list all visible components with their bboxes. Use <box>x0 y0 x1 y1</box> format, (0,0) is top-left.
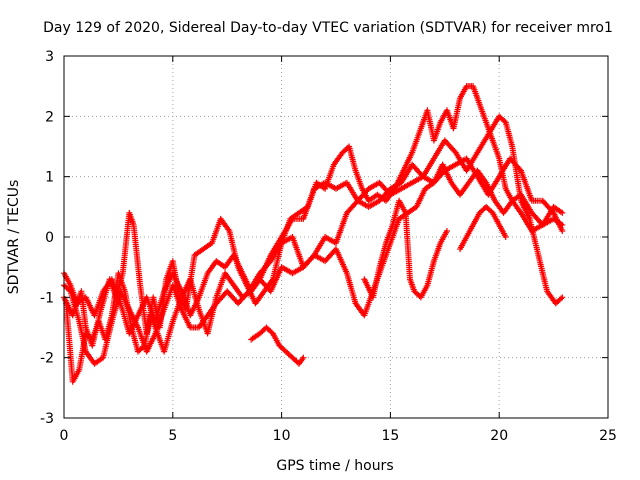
axes: 0 5 10 15 20 25 -3 -2 -1 0 1 2 3 <box>40 49 617 444</box>
x-tick-label: 10 <box>273 428 291 444</box>
data-point <box>502 234 509 240</box>
data-point <box>516 166 523 173</box>
data-point <box>557 295 564 302</box>
x-tick-label: 5 <box>168 428 177 444</box>
y-tick-label: 2 <box>45 109 54 125</box>
grid <box>64 56 608 418</box>
x-tick-label: 25 <box>599 428 617 444</box>
x-axis-label: GPS time / hours <box>276 458 393 474</box>
data-point <box>559 209 566 216</box>
data-point <box>559 294 566 301</box>
y-axis-label: SDTVAR / TECUs <box>6 180 22 295</box>
y-tick-label: -1 <box>40 290 54 306</box>
data-point <box>300 354 307 361</box>
y-tick-label: 1 <box>45 170 54 186</box>
x-tick-label: 20 <box>490 428 508 444</box>
y-tick-label: -2 <box>40 351 54 367</box>
chart-title: Day 129 of 2020, Sidereal Day-to-day VTE… <box>43 20 613 36</box>
data-points <box>61 83 566 385</box>
y-tick-label: -3 <box>40 411 54 427</box>
y-tick-label: 0 <box>45 230 54 246</box>
x-tick-label: 0 <box>60 428 69 444</box>
y-tick-label: 3 <box>45 49 54 65</box>
data-point <box>443 227 450 234</box>
data-point <box>66 287 73 294</box>
x-tick-label: 15 <box>381 428 399 444</box>
data-point <box>501 118 508 125</box>
data-point <box>559 227 566 234</box>
